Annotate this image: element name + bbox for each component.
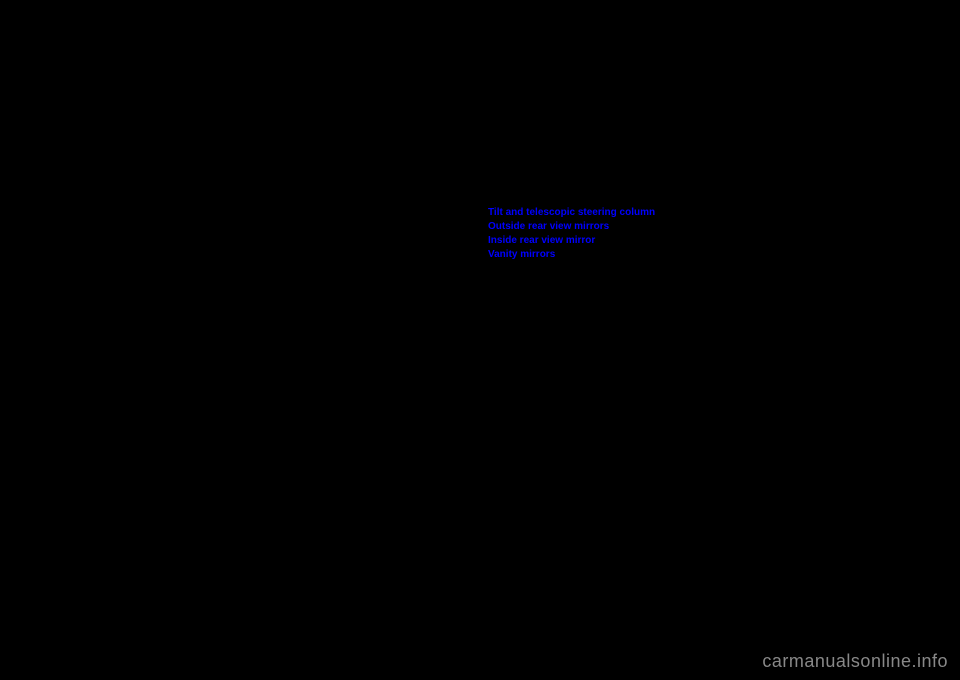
link-vanity-mirrors[interactable]: Vanity mirrors xyxy=(488,249,655,260)
link-outside-mirrors[interactable]: Outside rear view mirrors xyxy=(488,221,655,232)
links-container: Tilt and telescopic steering column Outs… xyxy=(488,207,655,260)
watermark-text: carmanualsonline.info xyxy=(762,651,948,672)
link-inside-mirror[interactable]: Inside rear view mirror xyxy=(488,235,655,246)
link-steering-column[interactable]: Tilt and telescopic steering column xyxy=(488,207,655,218)
